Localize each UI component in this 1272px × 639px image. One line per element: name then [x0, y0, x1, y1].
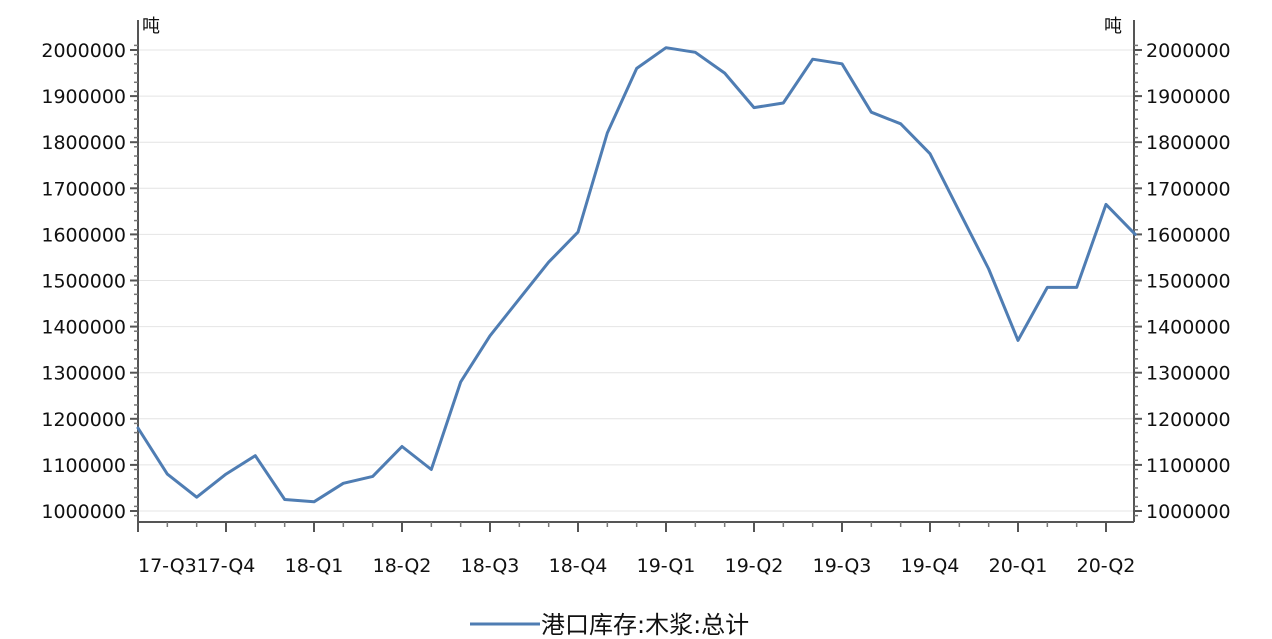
y-tick-label-left: 1400000 — [41, 317, 126, 339]
legend: 港口库存:木浆:总计 — [470, 611, 749, 639]
x-tick-label: 20-Q2 — [1077, 555, 1136, 577]
series-line — [136, 46, 1137, 504]
y-tick-label-right: 1400000 — [1146, 317, 1231, 339]
x-tick-label: 19-Q1 — [637, 555, 696, 577]
y-tick-label-left: 1700000 — [41, 178, 126, 200]
x-tick-label: 19-Q2 — [725, 555, 784, 577]
y-tick-label-left: 1300000 — [41, 363, 126, 385]
y-tick-label-right: 1000000 — [1146, 501, 1231, 523]
y-tick-label-right: 1800000 — [1146, 132, 1231, 154]
x-tick-label: 17-Q4 — [197, 555, 256, 577]
x-tick-label: 19-Q4 — [901, 555, 960, 577]
tick-marks — [130, 44, 1142, 532]
x-tick-label: 20-Q1 — [989, 555, 1048, 577]
y-tick-label-right: 1100000 — [1146, 455, 1231, 477]
y-tick-label-right: 1900000 — [1146, 86, 1231, 108]
x-tick-label: 18-Q3 — [461, 555, 520, 577]
y-tick-label-right: 1500000 — [1146, 271, 1231, 293]
x-tick-label: 18-Q1 — [285, 555, 344, 577]
x-tick-label: 17-Q3 — [138, 555, 197, 577]
x-tick-label: 18-Q2 — [373, 555, 432, 577]
y-tick-label-right: 2000000 — [1146, 40, 1231, 62]
tick-labels: 1000000 1000000 1100000 1100000 1200000 12000… — [41, 40, 1230, 577]
y-unit-label-right: 吨 — [1104, 16, 1122, 37]
y-tick-label-left: 1800000 — [41, 132, 126, 154]
y-tick-label-left: 1900000 — [41, 86, 126, 108]
y-tick-label-left: 1500000 — [41, 271, 126, 293]
y-tick-label-right: 1700000 — [1146, 178, 1231, 200]
grid-lines — [138, 49, 1134, 512]
y-tick-label-left: 1200000 — [41, 409, 126, 431]
y-tick-label-left: 1000000 — [41, 501, 126, 523]
legend-label: 港口库存:木浆:总计 — [541, 611, 749, 639]
y-tick-label-left: 1600000 — [41, 224, 126, 246]
axes — [137, 20, 1135, 523]
y-tick-label-right: 1600000 — [1146, 224, 1231, 246]
series-layer — [136, 46, 1137, 504]
y-tick-label-left: 1100000 — [41, 455, 126, 477]
y-tick-label-left: 2000000 — [41, 40, 126, 62]
x-tick-label: 18-Q4 — [549, 555, 608, 577]
y-tick-label-right: 1300000 — [1146, 363, 1231, 385]
y-tick-label-right: 1200000 — [1146, 409, 1231, 431]
y-unit-label-left: 吨 — [142, 16, 160, 37]
x-tick-label: 19-Q3 — [813, 555, 872, 577]
